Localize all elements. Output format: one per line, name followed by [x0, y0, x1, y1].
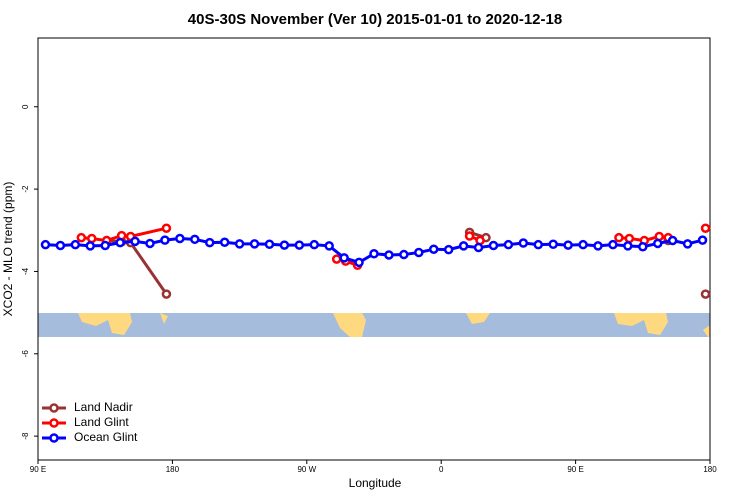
point [100, 240, 110, 251]
y-axis-label: XCO2 - MLO trend (ppm) [1, 182, 15, 317]
point [488, 240, 499, 251]
point [623, 241, 633, 251]
x-tick-label: 0 [439, 465, 444, 474]
plot-frame [37, 37, 711, 461]
x-tick-label: 90 E [30, 465, 46, 474]
x-tick-label: 180 [703, 465, 717, 474]
point [161, 289, 172, 299]
y-tick-label: -6 [21, 350, 30, 358]
point [145, 238, 155, 249]
point [130, 236, 140, 247]
point [578, 239, 588, 250]
point [175, 233, 185, 244]
map-strip [38, 313, 710, 337]
point [55, 240, 66, 251]
point [40, 239, 51, 250]
point [563, 240, 573, 250]
point [279, 240, 290, 250]
point [503, 239, 514, 250]
point [339, 253, 349, 263]
x-tick-label: 90 W [297, 465, 316, 474]
point [249, 239, 260, 249]
point [443, 244, 454, 255]
point [428, 244, 439, 254]
point [548, 239, 558, 250]
point [700, 289, 711, 299]
point [667, 235, 678, 246]
point [324, 241, 334, 251]
point [697, 235, 708, 245]
point [638, 241, 648, 252]
legend-label: Land Glint [74, 415, 129, 429]
point [70, 239, 81, 250]
x-tick-label: 90 E [567, 465, 583, 474]
point [464, 231, 475, 241]
point [533, 239, 544, 250]
point [85, 241, 96, 251]
point [608, 239, 618, 250]
legend-marker [49, 433, 59, 443]
point [473, 242, 484, 253]
chart-title: 40S-30S November (Ver 10) 2015-01-01 to … [188, 11, 562, 28]
point [624, 233, 635, 244]
point [369, 248, 379, 259]
point [384, 250, 394, 260]
legend-label: Land Nadir [74, 400, 133, 414]
point [160, 235, 170, 245]
y-tick-label: -2 [21, 185, 30, 193]
point [87, 233, 97, 244]
y-tick-label: 0 [21, 104, 30, 109]
x-tick-label: 180 [166, 465, 180, 474]
legend-marker [49, 418, 59, 428]
point [161, 223, 172, 233]
point [294, 240, 305, 250]
point [399, 249, 409, 260]
point [593, 241, 603, 251]
point [354, 257, 364, 268]
point [331, 254, 342, 264]
point [458, 241, 469, 251]
point [219, 237, 230, 247]
point [309, 239, 320, 250]
point [115, 237, 125, 248]
x-axis-label: Longitude [349, 476, 402, 490]
point [518, 238, 529, 248]
legend-label: Ocean Glint [74, 430, 138, 444]
y-tick-label: -4 [21, 267, 30, 275]
point [190, 234, 200, 245]
point [414, 247, 424, 258]
point [76, 232, 87, 243]
point [234, 239, 245, 249]
point [700, 223, 711, 233]
y-tick-label: -8 [21, 432, 30, 440]
point [204, 237, 215, 248]
legend-marker [49, 403, 59, 413]
point [264, 239, 275, 250]
point [682, 239, 693, 249]
point [614, 232, 624, 243]
point [652, 238, 663, 249]
